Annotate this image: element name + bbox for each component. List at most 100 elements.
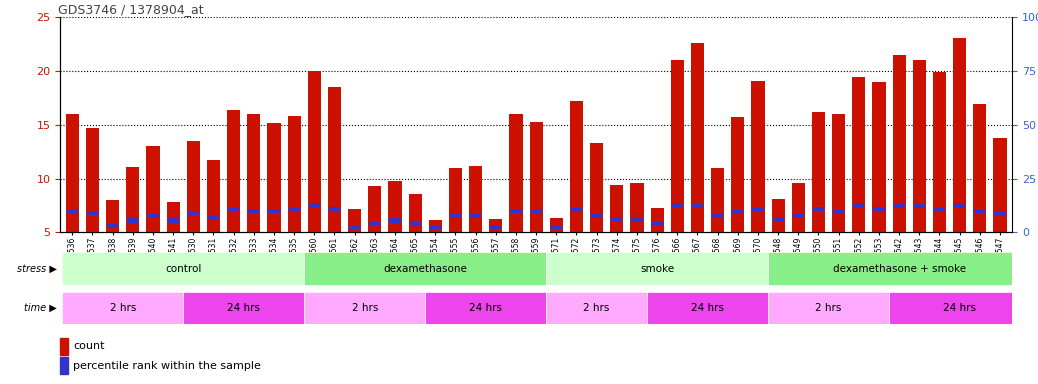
Text: 2 hrs: 2 hrs	[816, 303, 842, 313]
Bar	[993, 138, 1007, 232]
Bar	[268, 122, 280, 232]
Bar	[974, 104, 986, 232]
Bar	[591, 214, 602, 218]
Bar	[269, 209, 279, 213]
Bar	[630, 183, 644, 232]
Bar	[410, 222, 420, 226]
Bar	[792, 183, 804, 232]
Bar	[489, 219, 502, 232]
Text: 2 hrs: 2 hrs	[110, 303, 136, 313]
Bar	[834, 209, 844, 213]
Bar	[529, 122, 543, 232]
Text: GDS3746 / 1378904_at: GDS3746 / 1378904_at	[58, 3, 203, 16]
Bar	[889, 293, 1030, 324]
Bar	[571, 207, 582, 211]
Bar	[631, 217, 643, 222]
Bar	[647, 293, 768, 324]
Bar	[712, 214, 723, 218]
Bar	[711, 168, 725, 232]
Bar	[388, 181, 402, 232]
Bar	[546, 252, 768, 285]
Bar	[429, 220, 442, 232]
Text: 24 hrs: 24 hrs	[469, 303, 502, 313]
Bar	[248, 209, 260, 213]
Bar	[328, 87, 342, 232]
Bar	[511, 209, 521, 213]
Bar	[768, 252, 1030, 285]
Bar	[368, 186, 381, 232]
Bar	[610, 185, 624, 232]
Bar	[853, 203, 865, 208]
Bar	[732, 209, 743, 213]
Bar	[307, 71, 321, 232]
Bar	[691, 43, 704, 232]
Bar	[913, 203, 925, 208]
Bar	[87, 211, 98, 215]
Bar	[812, 112, 825, 232]
Text: count: count	[73, 341, 105, 351]
Bar	[490, 225, 501, 229]
Bar	[370, 222, 380, 226]
Bar	[652, 222, 662, 226]
Bar	[227, 110, 240, 232]
Bar	[106, 200, 119, 232]
Bar	[852, 78, 866, 232]
Bar	[308, 203, 320, 208]
Bar	[873, 207, 884, 211]
Bar	[912, 60, 926, 232]
Bar	[128, 218, 138, 223]
Bar	[329, 207, 340, 211]
Bar	[127, 167, 139, 232]
Bar	[349, 225, 360, 229]
Bar	[187, 141, 200, 232]
Bar	[771, 199, 785, 232]
Bar	[66, 209, 78, 213]
Text: 24 hrs: 24 hrs	[944, 303, 976, 313]
Bar	[893, 55, 906, 232]
Bar	[60, 338, 69, 355]
Bar	[348, 209, 361, 232]
Bar	[166, 202, 180, 232]
Bar	[872, 82, 885, 232]
Bar	[813, 207, 824, 211]
Bar	[530, 209, 542, 213]
Text: dexamethasone + smoke: dexamethasone + smoke	[832, 264, 965, 274]
Bar	[60, 357, 69, 374]
Text: 2 hrs: 2 hrs	[583, 303, 609, 313]
Bar	[933, 72, 946, 232]
Bar	[146, 146, 160, 232]
Bar	[426, 293, 546, 324]
Bar	[304, 252, 546, 285]
Bar	[975, 209, 985, 213]
Text: control: control	[165, 264, 201, 274]
Bar	[731, 117, 744, 232]
Text: stress ▶: stress ▶	[18, 264, 57, 274]
Bar	[550, 218, 563, 232]
Bar	[692, 203, 703, 208]
Bar	[832, 114, 845, 232]
Bar	[208, 216, 219, 220]
Bar	[389, 218, 401, 223]
Bar	[409, 194, 421, 232]
Bar	[288, 116, 301, 232]
Bar	[768, 293, 889, 324]
Bar	[304, 293, 426, 324]
Bar	[207, 160, 220, 232]
Bar	[611, 217, 623, 222]
Bar	[430, 225, 441, 229]
Bar	[167, 218, 179, 223]
Bar	[184, 293, 304, 324]
Bar	[247, 114, 261, 232]
Bar	[107, 224, 118, 228]
Bar	[147, 214, 159, 218]
Bar	[570, 101, 583, 232]
Bar	[510, 114, 522, 232]
Text: time ▶: time ▶	[24, 303, 57, 313]
Bar	[188, 211, 199, 215]
Bar	[65, 114, 79, 232]
Bar	[62, 293, 184, 324]
Bar	[86, 128, 99, 232]
Bar	[470, 214, 482, 218]
Text: dexamethasone: dexamethasone	[383, 264, 467, 274]
Bar	[953, 38, 966, 232]
